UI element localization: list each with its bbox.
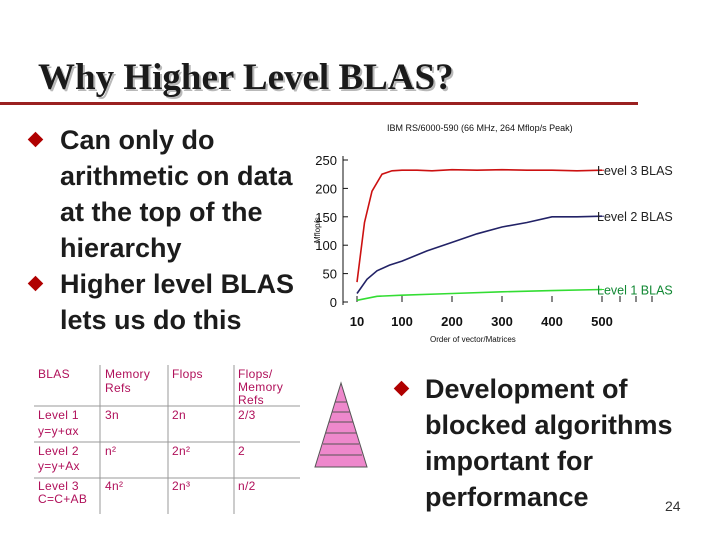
bullet-line: Higher level BLAS: [60, 269, 295, 299]
bullet-item: Can only do arithmetic on data at the to…: [26, 122, 326, 266]
y-tick-label: 100: [315, 238, 337, 253]
table-header-ratio: Flops/: [238, 367, 273, 381]
bullet-item: Development of blocked algorithms import…: [392, 371, 692, 515]
y-tick-label: 200: [315, 181, 337, 196]
table-cell-mem: 3n: [105, 408, 119, 422]
table-cell-mem: 4n²: [105, 479, 123, 493]
x-tick-label: 400: [541, 314, 563, 329]
table-cell-ratio: 2: [238, 444, 245, 458]
pyramid-levels: [320, 401, 362, 456]
x-axis-label: Order of vector/Matrices: [430, 335, 516, 344]
title-underline: [0, 102, 638, 105]
series-line: [356, 288, 603, 302]
y-axis-label: Mflop/s: [313, 217, 322, 243]
series-label: Level 3 BLAS: [597, 164, 673, 178]
table-header-flops: Flops: [172, 367, 203, 381]
table-cell-ratio: 2/3: [238, 408, 256, 422]
x-tick-label: 300: [491, 314, 513, 329]
bullet-line: Development of: [425, 374, 628, 404]
y-tick-label: 0: [330, 295, 337, 310]
bullet-line: lets us do this: [60, 305, 242, 335]
table-grid: [34, 365, 300, 514]
table-header-memory: Refs: [105, 381, 131, 395]
bullet-list-left: Can only do arithmetic on data at the to…: [26, 122, 326, 338]
x-tick-label: 100: [391, 314, 413, 329]
table-cell-flops: 2n²: [172, 444, 190, 458]
diamond-bullet-icon: [393, 380, 410, 397]
y-tick-label: 150: [315, 210, 337, 225]
bullet-line: arithmetic on data: [60, 161, 293, 191]
table-cell-flops: 2n: [172, 408, 186, 422]
chart-title: IBM RS/6000-590 (66 MHz, 264 Mflop/s Pea…: [387, 123, 573, 133]
table-cell-blas: Level 2: [38, 444, 79, 458]
bullet-line: blocked algorithms: [425, 410, 673, 440]
table-cell-blas: C=C+AB: [38, 492, 87, 506]
x-tick-label: 10: [350, 314, 364, 329]
bullet-line: at the top of the: [60, 197, 263, 227]
bullet-line: Can only do: [60, 125, 215, 155]
table-header-blas: BLAS: [38, 367, 70, 381]
y-tick-label: 250: [315, 153, 337, 168]
table-header-ratio: Refs: [238, 393, 264, 407]
page-number: 24: [665, 498, 681, 514]
table-header-ratio: Memory: [238, 380, 283, 394]
table-cell-blas: y=y+αx: [38, 424, 79, 438]
bullet-line: hierarchy: [60, 233, 182, 263]
slide-title: Why Higher Level BLAS?: [38, 57, 454, 98]
series-line: [356, 168, 603, 283]
table-header-memory: Memory: [105, 367, 150, 381]
bullet-item: Higher level BLAS lets us do this: [26, 266, 326, 338]
x-tick-label: 500: [591, 314, 613, 329]
series-line: [356, 215, 603, 294]
table-cell-mem: n²: [105, 444, 116, 458]
table-cell-blas: Level 1: [38, 408, 79, 422]
memory-hierarchy-pyramid: [314, 381, 368, 468]
series-label: Level 1 BLAS: [597, 284, 673, 298]
table-cell-blas: y=y+Ax: [38, 459, 80, 473]
bullet-line: performance: [425, 482, 589, 512]
table-cell-ratio: n/2: [238, 479, 256, 493]
bullet-list-right: Development of blocked algorithms import…: [392, 371, 692, 515]
series-label: Level 2 BLAS: [597, 210, 673, 224]
x-tick-label: 200: [441, 314, 463, 329]
y-tick-label: 50: [323, 267, 337, 282]
table-cell-flops: 2n³: [172, 479, 190, 493]
bullet-line: important for: [425, 446, 593, 476]
table-cell-blas: Level 3: [38, 479, 79, 493]
